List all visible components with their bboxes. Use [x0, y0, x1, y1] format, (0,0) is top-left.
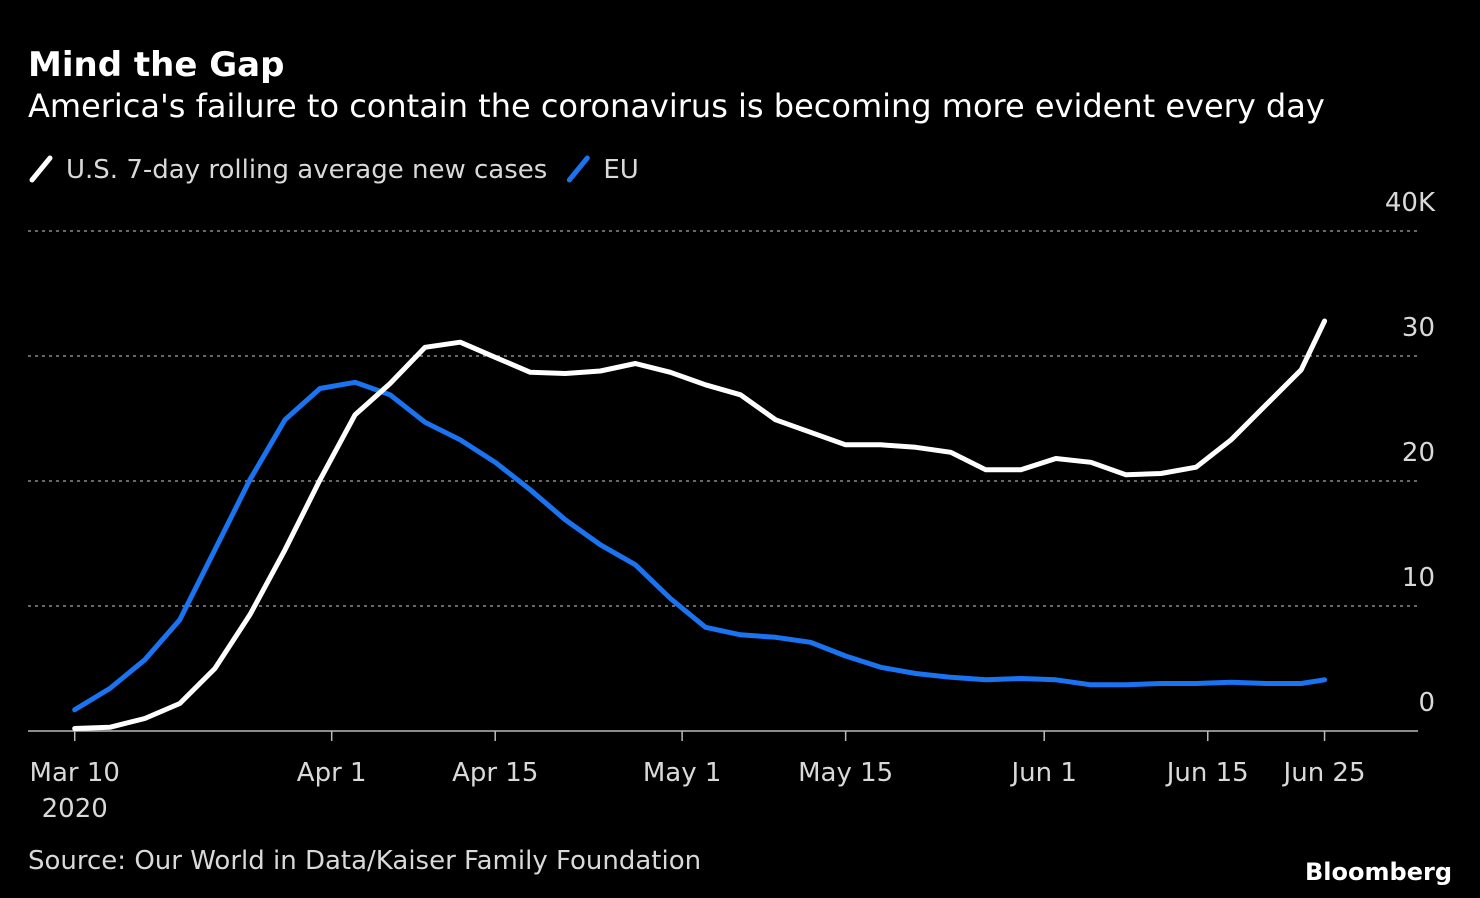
source: Source: Our World in Data/Kaiser Family … [28, 846, 701, 876]
series-line [72, 379, 1328, 713]
series-line [72, 318, 1328, 731]
y-tick-label: 40K [1385, 188, 1436, 218]
chart-title: Mind the Gap [28, 45, 284, 85]
x-tick-label: Mar 10 [30, 758, 120, 788]
x-tick-label: Jun 25 [1282, 758, 1366, 788]
y-tick-label: 30 [1402, 313, 1435, 343]
legend-label: EU [603, 155, 638, 185]
x-tick-label: May 1 [643, 758, 722, 788]
x-tick-label: Jun 1 [1009, 758, 1076, 788]
x-tick-year: 2020 [42, 794, 108, 824]
y-tick-label: 10 [1402, 563, 1435, 593]
legend-swatch [566, 155, 590, 183]
x-tick-label: Apr 15 [452, 758, 538, 788]
legend-swatch [29, 155, 53, 183]
chart-subtitle: America's failure to contain the coronav… [28, 87, 1325, 125]
y-tick-label: 20 [1402, 438, 1435, 468]
x-tick-label: Jun 15 [1165, 758, 1249, 788]
x-tick-label: Apr 1 [297, 758, 367, 788]
brand: Bloomberg [1305, 858, 1452, 886]
y-tick-label: 0 [1418, 688, 1435, 718]
legend-label: U.S. 7-day rolling average new cases [66, 155, 547, 185]
x-tick-label: May 15 [798, 758, 893, 788]
